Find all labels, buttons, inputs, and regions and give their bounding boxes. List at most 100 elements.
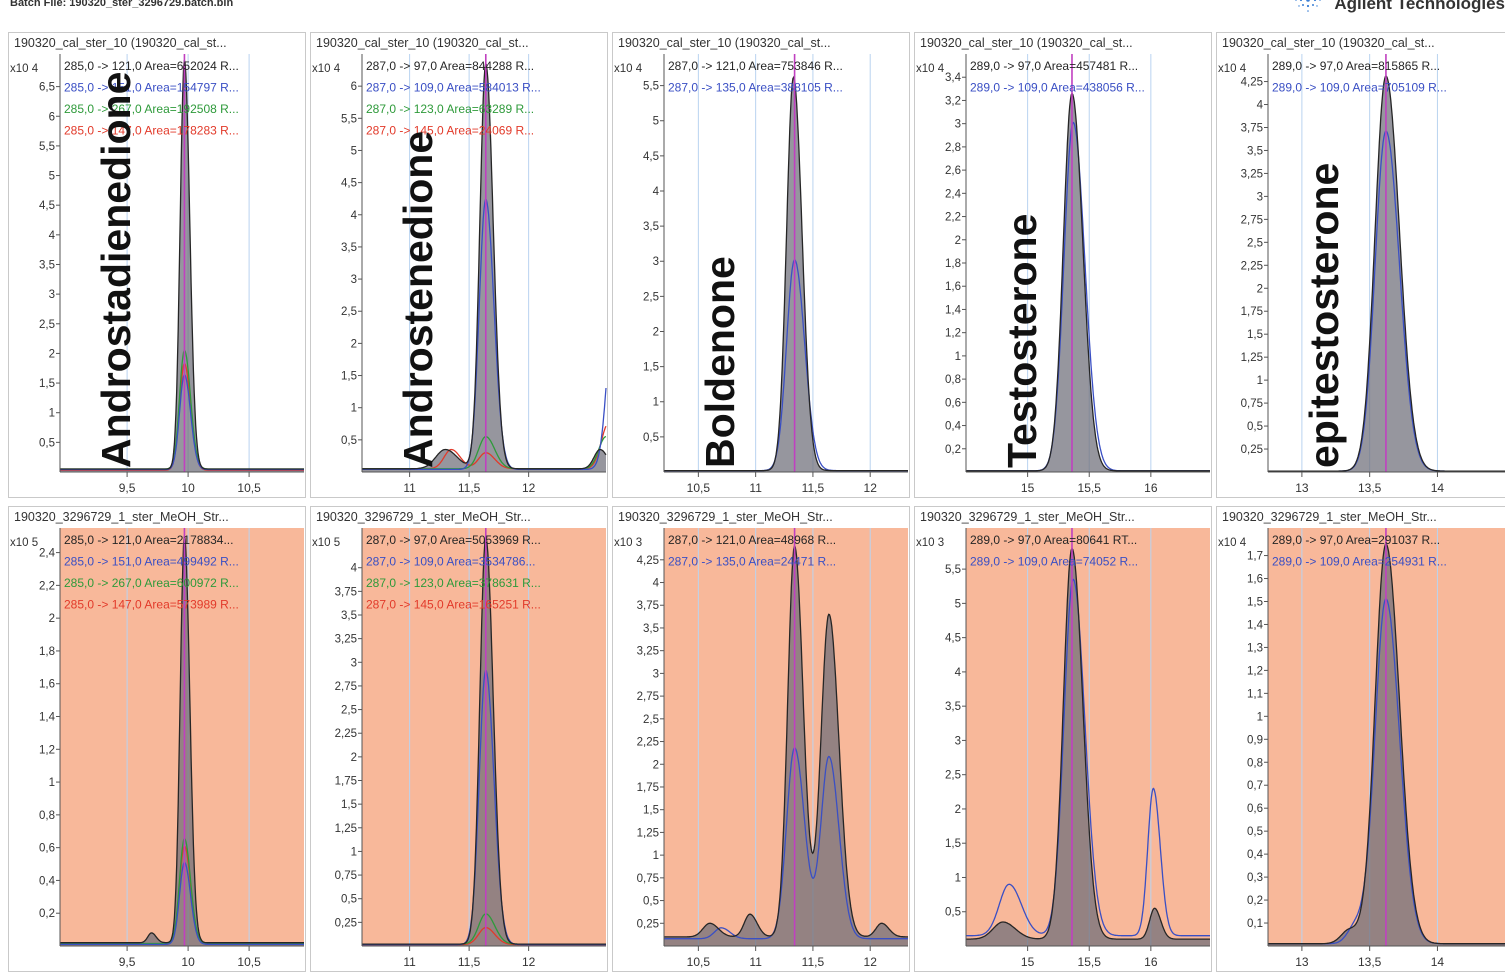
y-tick-label: 2,5	[643, 291, 659, 303]
y-tick-label: 3,75	[637, 600, 659, 612]
x-tick-label: 12	[864, 481, 878, 495]
y-tick-label: 6	[49, 111, 55, 123]
legend-entry: 285,0 -> 151,0 Area=154797 R...	[64, 81, 239, 95]
x-tick-label: 12	[864, 955, 878, 969]
y-tick-label: 0,8	[1247, 757, 1263, 769]
y-tick-label: 1,2	[39, 744, 55, 756]
y-tick-label: 1	[653, 397, 659, 409]
y-tick-label: 2	[351, 752, 357, 764]
agilent-spark-logo-icon	[1295, 0, 1321, 12]
series-trace-black	[362, 62, 607, 470]
chromatogram-panel: 190320_3296729_1_ster_MeOH_Str... x10 3 0,…	[612, 506, 910, 972]
y-tick-label: 1,3	[1247, 642, 1263, 654]
y-tick-label: 2,2	[39, 580, 55, 592]
batch-file-label: Batch File: 190320_ster_3296729.batch.bi…	[10, 0, 234, 9]
y-exponent-label: x10 4	[10, 63, 39, 75]
y-tick-label: 2	[955, 804, 961, 816]
series-trace-black	[664, 545, 908, 938]
y-tick-label: 2	[351, 338, 357, 350]
y-tick-label: 1,75	[637, 782, 659, 794]
y-tick-label: 4,5	[643, 151, 659, 163]
chromatogram-panel: 190320_3296729_1_ster_MeOH_Str... x10 5 0,…	[8, 506, 306, 972]
y-tick-label: 1,4	[945, 304, 962, 316]
legend-entry: 285,0 -> 147,0 Area=178283 R...	[64, 124, 239, 138]
y-tick-label: 0,7	[1247, 780, 1263, 792]
y-tick-label: 1,7	[1247, 551, 1263, 563]
y-tick-label: 0,8	[39, 810, 55, 822]
legend-entry: 289,0 -> 109,0 Area=438056 R...	[970, 81, 1145, 95]
y-exponent-label: x10 4	[1218, 63, 1247, 75]
x-tick-label: 11	[403, 955, 416, 969]
y-tick-label: 5,5	[643, 81, 659, 93]
x-tick-label: 10,5	[687, 955, 711, 969]
y-tick-label: 4,5	[341, 178, 357, 190]
legend-entry: 289,0 -> 97,0 Area=80641 RT...	[970, 533, 1137, 547]
y-tick-label: 0,5	[39, 437, 55, 449]
y-tick-label: 1	[49, 408, 55, 420]
y-tick-label: 6	[351, 81, 357, 93]
series-trace-blue	[966, 578, 1210, 937]
x-tick-label: 11,5	[802, 955, 825, 969]
y-tick-label: 3,5	[341, 610, 357, 622]
x-tick-label: 9,5	[119, 481, 136, 495]
y-tick-label: 1	[653, 850, 659, 862]
y-exponent-label: x10 3	[916, 537, 944, 549]
peak-area-fill	[664, 546, 908, 946]
legend-entry: 289,0 -> 97,0 Area=815865 R...	[1272, 59, 1440, 73]
y-tick-label: 4	[49, 230, 56, 242]
series-trace-black	[362, 536, 606, 945]
y-tick-label: 5	[49, 171, 55, 183]
series-trace-blue	[664, 747, 908, 940]
peak-area-fill	[60, 60, 304, 472]
y-tick-label: 0,5	[643, 896, 659, 908]
series-trace-green	[60, 837, 304, 945]
y-tick-label: 1	[1257, 375, 1263, 387]
x-tick-label: 10	[181, 481, 195, 495]
y-tick-label: 0,25	[637, 918, 659, 930]
y-tick-label: 2,25	[637, 737, 659, 749]
y-tick-label: 3,25	[1241, 168, 1263, 180]
y-tick-label: 4	[653, 186, 660, 198]
y-tick-label: 0,5	[341, 435, 357, 447]
y-tick-label: 1,5	[1247, 329, 1263, 341]
y-exponent-label: x10 4	[312, 63, 341, 75]
panel-title: 190320_cal_ster_10 (190320_cal_st...	[316, 36, 529, 50]
y-tick-label: 0,1	[1247, 918, 1263, 930]
y-tick-label: 3,25	[335, 634, 357, 646]
y-tick-label: 4	[1257, 100, 1264, 112]
peak-area-fill	[362, 537, 606, 946]
y-tick-label: 0,5	[1247, 421, 1263, 433]
legend-entry: 289,0 -> 109,0 Area=254931 R...	[1272, 555, 1447, 569]
y-tick-label: 1,5	[643, 805, 659, 817]
y-tick-label: 0,4	[39, 875, 56, 887]
chromatogram-panel: 190320_3296729_1_ster_MeOH_Str... x10 5 0,…	[310, 506, 608, 972]
y-tick-label: 3,4	[945, 72, 962, 84]
series-trace-black	[60, 536, 304, 944]
compound-label: Androstadienedione	[93, 72, 139, 468]
y-tick-label: 0,5	[643, 432, 659, 444]
peak-area-fill	[966, 548, 1210, 946]
y-tick-label: 3,5	[643, 221, 659, 233]
y-tick-label: 1,25	[637, 827, 659, 839]
chromatogram-panel: 190320_3296729_1_ster_MeOH_Str... x10 3 0,…	[914, 506, 1212, 972]
y-tick-label: 3,5	[643, 623, 659, 635]
legend-entry: 287,0 -> 97,0 Area=844288 R...	[366, 59, 534, 73]
legend-entry: 287,0 -> 135,0 Area=24471 R...	[668, 555, 836, 569]
x-tick-label: 15	[1021, 481, 1035, 495]
y-exponent-label: x10 4	[614, 63, 643, 75]
y-exponent-label: x10 5	[10, 537, 38, 549]
y-tick-label: 4,25	[637, 555, 659, 567]
x-tick-label: 11,5	[458, 481, 481, 495]
y-tick-label: 2,5	[341, 705, 357, 717]
y-tick-label: 1,2	[1247, 665, 1263, 677]
brand: Agilent Technologies	[1286, 0, 1505, 16]
y-tick-label: 1,25	[335, 823, 357, 835]
y-tick-label: 3,75	[335, 586, 357, 598]
legend-entry: 285,0 -> 151,0 Area=499492 R...	[64, 555, 239, 569]
y-tick-label: 0,8	[945, 374, 961, 386]
legend-entry: 287,0 -> 145,0 Area=24069 R...	[366, 124, 534, 138]
y-exponent-label: x10 3	[614, 537, 642, 549]
panel-title: 190320_3296729_1_ster_MeOH_Str...	[920, 510, 1135, 524]
y-tick-label: 1	[1257, 711, 1263, 723]
y-tick-label: 2,25	[335, 728, 357, 740]
